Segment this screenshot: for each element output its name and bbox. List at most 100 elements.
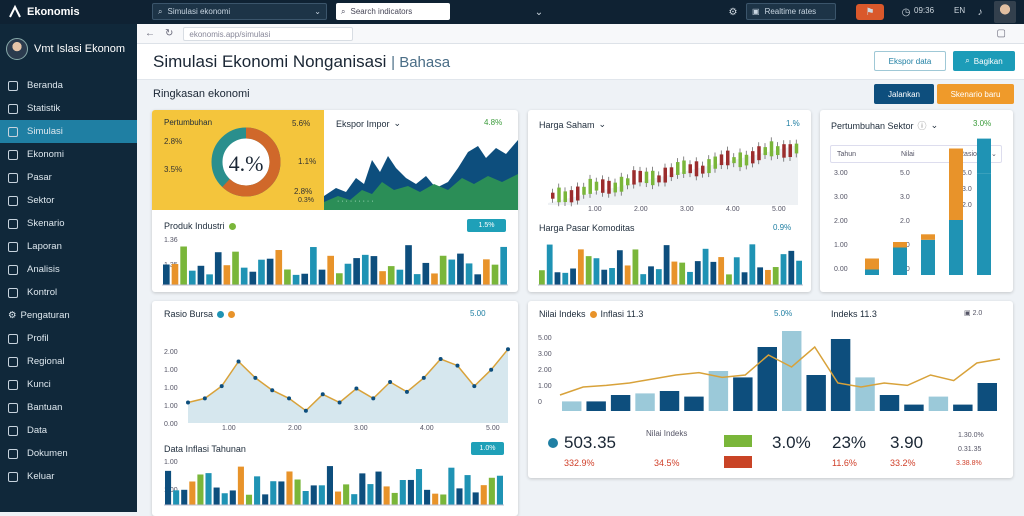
sidebar-item-keluar[interactable]: Keluar — [0, 465, 137, 488]
flag-icon[interactable]: ⚑ — [856, 4, 884, 20]
avatar — [6, 38, 28, 60]
search-icon: ⌕ — [965, 56, 970, 65]
language-label[interactable]: EN — [954, 6, 966, 15]
refresh-icon[interactable]: ↻ — [165, 28, 174, 39]
notification-icon[interactable]: ⚙ — [728, 6, 738, 18]
candle-body — [644, 171, 649, 184]
sidebar-item-label: Kontrol — [27, 287, 58, 298]
chevron-down-icon[interactable]: ⌄ — [393, 118, 402, 128]
bar-mark — [977, 173, 991, 275]
inflation-pill[interactable]: 1.0% — [471, 442, 504, 455]
bar-mark — [258, 259, 265, 285]
bar-mark — [577, 249, 584, 285]
bar-mark — [702, 248, 709, 285]
kpi-value: 503.35 — [564, 433, 616, 452]
growth-right-value: 2.8% — [294, 187, 313, 196]
table-cell: 2.0 — [962, 202, 972, 209]
sidebar-item-dokumen[interactable]: Dokumen — [0, 442, 137, 465]
url-field[interactable]: ekonomis.app/simulasi — [183, 26, 354, 41]
candle-body — [601, 179, 605, 193]
y-tick-label: 5.00 — [538, 335, 552, 342]
sidebar-item-profil[interactable]: Profil — [0, 327, 137, 350]
new-scenario-button[interactable]: Skenario baru — [937, 84, 1014, 104]
sidebar-item-pasar[interactable]: Pasar — [0, 166, 137, 189]
industry-pill[interactable]: 1.5% — [467, 219, 506, 232]
browser-bar: ← ↻ ekonomis.app/simulasi ▢ — [137, 24, 1024, 44]
chevron-down-icon[interactable]: ⌄ — [991, 151, 997, 158]
bar-mark — [953, 404, 973, 411]
avatar[interactable] — [994, 1, 1016, 23]
chevron-down-icon[interactable]: ⌄ — [534, 6, 544, 18]
column-header: Rasio — [959, 151, 977, 158]
sector-icon — [8, 195, 18, 206]
back-icon[interactable]: ← — [145, 28, 155, 39]
app-logo[interactable]: Ekonomis — [0, 4, 137, 19]
y-tick-label: 1.00 — [164, 403, 178, 410]
bar-mark — [977, 138, 991, 174]
index-card: Nilai Indeks Inflasi 11.3 5.0% Indeks 11.… — [528, 301, 1013, 478]
page-title-text: Simulasi Ekonomi Nonganisasi — [153, 52, 387, 71]
sidebar-item-skenario[interactable]: Skenario — [0, 212, 137, 235]
commodity-bar-chart — [538, 244, 803, 286]
sidebar-item-regional[interactable]: Regional — [0, 350, 137, 373]
candle-body — [551, 192, 555, 199]
bar-mark — [554, 272, 561, 285]
sidebar-item-kontrol[interactable]: Kontrol — [0, 281, 137, 304]
sidebar-item-data[interactable]: Data — [0, 419, 137, 442]
report-icon — [8, 241, 18, 252]
x-tick-label: 4.00 — [726, 206, 740, 213]
ratio-title-text: Rasio Bursa — [164, 309, 214, 319]
regional-icon — [8, 356, 18, 367]
sidebar-item-statistik[interactable]: Statistik — [0, 97, 137, 120]
region-select[interactable]: ⌕ Simulasi ekonomi ⌄ — [152, 3, 327, 20]
candle-body — [557, 187, 561, 203]
kpi-sub-value: 34.5% — [654, 458, 680, 468]
table-cell: 3.0 — [900, 194, 910, 201]
candle-body — [582, 186, 586, 195]
sidebar-item-kunci[interactable]: Kunci — [0, 373, 137, 396]
chevron-down-icon[interactable]: ⌄ — [930, 120, 939, 130]
sidebar-item-bantuan[interactable]: Bantuan — [0, 396, 137, 419]
candle-body — [669, 167, 674, 178]
y-tick-label: 1.00 — [538, 383, 552, 390]
bar-mark — [254, 476, 261, 505]
export-chart-pct: 4.8% — [484, 118, 503, 127]
export-button[interactable]: Ekspor data — [874, 51, 946, 71]
bar-mark — [796, 260, 802, 285]
growth-left-value: 2.8% — [164, 137, 183, 146]
industry-title-text: Produk Industri — [164, 221, 225, 231]
save-icon[interactable]: ▣ — [964, 310, 971, 317]
user-profile[interactable]: Vmt Islasi Ekonom — [0, 24, 137, 74]
sidebar-item-sektor[interactable]: Sektor — [0, 189, 137, 212]
bar-mark — [464, 475, 471, 505]
bar-mark — [294, 479, 301, 505]
rates-button[interactable]: ▣ Realtime rates — [746, 3, 836, 20]
sidebar-item-analisis[interactable]: Analisis — [0, 258, 137, 281]
key-icon — [8, 379, 18, 390]
index-title-secondary: Inflasi 11.3 — [600, 309, 644, 319]
sidebar-item-label: Profil — [27, 333, 49, 344]
candle-body — [663, 167, 667, 183]
sidebar-item-laporan[interactable]: Laporan — [0, 235, 137, 258]
run-button[interactable]: Jalankan — [874, 84, 934, 104]
search-input[interactable]: ⌕ Search indicators — [336, 3, 450, 20]
sidebar-item-ekonomi[interactable]: Ekonomi — [0, 143, 137, 166]
bar-mark — [601, 269, 608, 285]
sidebar-item-simulasi[interactable]: Simulasi — [0, 120, 137, 143]
share-button[interactable]: ⌕ Bagikan — [953, 51, 1015, 71]
chevron-down-icon[interactable]: ⌄ — [598, 119, 607, 129]
export-chart-title: Ekspor Impor ⌄ — [336, 118, 401, 129]
bar-mark — [488, 477, 495, 505]
growth-card: Pertumbuhan 2.8% 3.5% 5.6% 1.1% 2.8% 0.3… — [152, 110, 518, 292]
bar-mark — [474, 274, 482, 285]
bar-mark — [318, 269, 326, 285]
window-icon[interactable]: ▢ — [996, 28, 1006, 39]
bar-mark — [448, 259, 456, 285]
bell-icon[interactable]: ♪ — [977, 6, 983, 18]
bar-mark — [173, 490, 180, 505]
candle-body — [707, 159, 711, 174]
bar-mark — [593, 258, 600, 285]
sidebar-item-beranda[interactable]: Beranda — [0, 74, 137, 97]
bar-mark — [616, 250, 623, 285]
bar-mark — [181, 489, 188, 505]
